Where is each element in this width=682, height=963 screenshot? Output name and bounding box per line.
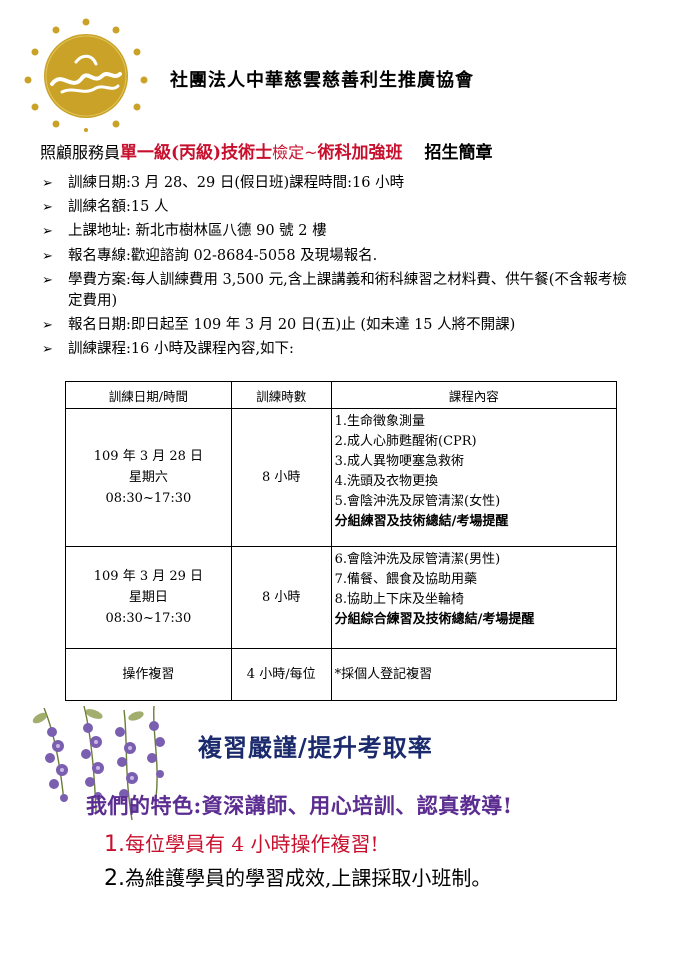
point-text: 每位學員有 4 小時操作複習! [125, 832, 379, 856]
headline-course: 術科加強班 [317, 143, 403, 163]
header-content: 課程內容 [330, 381, 618, 409]
date-text: 109 年 3 月 28 日 [93, 449, 204, 464]
time-text: 08:30~17:30 [105, 611, 192, 626]
course-item: 4.洗頭及衣物更換 [334, 474, 438, 489]
list-item: ➢ 訓練名額:15 人 [40, 197, 640, 218]
feature-slogan: 我們的特色:資深講師、用心培訓、認真教導! [86, 793, 513, 818]
point-number: 2. [104, 866, 125, 891]
arrow-bullet-icon: ➢ [42, 176, 53, 191]
feature-point-1: 1.每位學員有 4 小時操作複習! [104, 828, 378, 857]
course-item: 6.會陰沖洗及尿管清潔(男性) [334, 552, 501, 567]
header-hours: 訓練時數 [230, 381, 332, 409]
list-item: ➢ 訓練課程:16 小時及課程內容,如下: [40, 339, 640, 360]
list-item: ➢ 報名專線:歡迎諮詢 02-8684-5058 及現場報名. [40, 246, 640, 267]
feature-point-2: 2.為維護學員的學習成效,上課採取小班制。 [104, 862, 491, 891]
date-cell: 109 年 3 月 29 日 星期日 08:30~17:30 [65, 546, 232, 649]
hours-cell: 8 小時 [230, 546, 332, 649]
point-text: 為維護學員的學習成效,上課採取小班制。 [125, 866, 492, 890]
list-item-text: 學費方案:每人訓練費用 3,500 元,含上課講義和術科練習之材料費、供午餐(不… [68, 271, 627, 309]
course-item: 3.成人異物哽塞急救術 [334, 454, 464, 469]
lotus-sun-logo-icon [24, 18, 148, 132]
list-item-text: 訓練日期:3 月 28、29 日(假日班)課程時間:16 小時 [68, 175, 405, 191]
headline-prefix: 照顧服務員 [40, 143, 121, 162]
arrow-bullet-icon: ➢ [42, 272, 53, 288]
content-cell: *採個人登記複習 [330, 648, 618, 701]
table-row: 109 年 3 月 29 日 星期日 08:30~17:30 8 小時 6.會陰… [65, 546, 618, 649]
course-item: 1.生命徵象測量 [334, 414, 425, 429]
course-headline: 照顧服務員單一級(丙級)技術士檢定~術科加強班 招生簡章 [40, 138, 493, 163]
list-item: ➢ 上課地址: 新北市樹林區八德 90 號 2 樓 [40, 221, 640, 242]
list-item-text: 上課地址: 新北市樹林區八德 90 號 2 樓 [68, 223, 327, 240]
date-cell: 109 年 3 月 28 日 星期六 08:30~17:30 [65, 408, 232, 547]
arrow-bullet-icon: ➢ [42, 248, 53, 264]
point-number: 1. [104, 832, 125, 857]
org-logo [22, 14, 150, 132]
table-header-row: 訓練日期/時間 訓練時數 課程內容 [65, 381, 618, 409]
course-summary: 分組練習及技術總結/考場提醒 [334, 514, 509, 529]
header-date: 訓練日期/時間 [65, 381, 232, 409]
arrow-bullet-icon: ➢ [42, 200, 53, 216]
weekday-text: 星期六 [128, 470, 168, 485]
content-cell: 6.會陰沖洗及尿管清潔(男性) 7.備餐、餵食及協助用藥 8.協助上下床及坐輪椅… [330, 546, 618, 649]
course-table: 訓練日期/時間 訓練時數 課程內容 109 年 3 月 28 日 星期六 08:… [65, 381, 618, 701]
course-item: 7.備餐、餵食及協助用藥 [334, 572, 477, 587]
list-item: ➢ 學費方案:每人訓練費用 3,500 元,含上課講義和術科練習之材料費、供午餐(… [40, 270, 640, 312]
course-summary: 分組綜合練習及技術總結/考場提醒 [334, 612, 535, 627]
course-item: 5.會陰沖洗及尿管清潔(女性) [334, 494, 501, 509]
headline-exam: 檢定~ [272, 143, 318, 162]
hours-cell: 8 小時 [230, 408, 332, 547]
list-item-text: 訓練名額:15 人 [68, 199, 169, 216]
arrow-bullet-icon: ➢ [42, 224, 53, 240]
list-item-text: 訓練課程:16 小時及課程內容,如下: [68, 341, 294, 358]
info-list: ➢ 訓練日期:3 月 28、29 日(假日班)課程時間:16 小時 ➢ 訓練名額:1… [40, 173, 640, 363]
course-item: 2.成人心肺甦醒術(CPR) [334, 434, 477, 449]
table-row: 109 年 3 月 28 日 星期六 08:30~17:30 8 小時 1.生命… [65, 408, 618, 547]
weekday-text: 星期日 [128, 590, 168, 605]
headline-title: 招生簡章 [424, 143, 493, 163]
content-cell: 1.生命徵象測量 2.成人心肺甦醒術(CPR) 3.成人異物哽塞急救術 4.洗頭… [330, 408, 618, 547]
hours-cell: 4 小時/每位 [230, 648, 332, 701]
time-text: 08:30~17:30 [105, 491, 192, 506]
course-item: 8.協助上下床及坐輪椅 [334, 592, 464, 607]
date-cell: 操作複習 [65, 648, 232, 701]
org-name: 社團法人中華慈雲慈善利生推廣協會 [170, 70, 474, 91]
table-row: 操作複習 4 小時/每位 *採個人登記複習 [65, 648, 618, 701]
list-item: ➢ 報名日期:即日起至 109 年 3 月 20 日(五)止 (如未達 15 人將… [40, 315, 640, 336]
arrow-bullet-icon: ➢ [42, 317, 53, 333]
date-text: 109 年 3 月 29 日 [93, 569, 204, 584]
list-item-text: 報名日期:即日起至 109 年 3 月 20 日(五)止 (如未達 15 人將不… [68, 316, 516, 333]
list-item: ➢ 訓練日期:3 月 28、29 日(假日班)課程時間:16 小時 [40, 173, 640, 194]
arrow-bullet-icon: ➢ [42, 342, 53, 358]
list-item-text: 報名專線:歡迎諮詢 02-8684-5058 及現場報名. [68, 247, 378, 264]
review-slogan: 複習嚴謹/提升考取率 [198, 733, 433, 762]
headline-level: 單一級(丙級)技術士 [120, 143, 273, 163]
wisteria-flower-icon [24, 702, 174, 832]
